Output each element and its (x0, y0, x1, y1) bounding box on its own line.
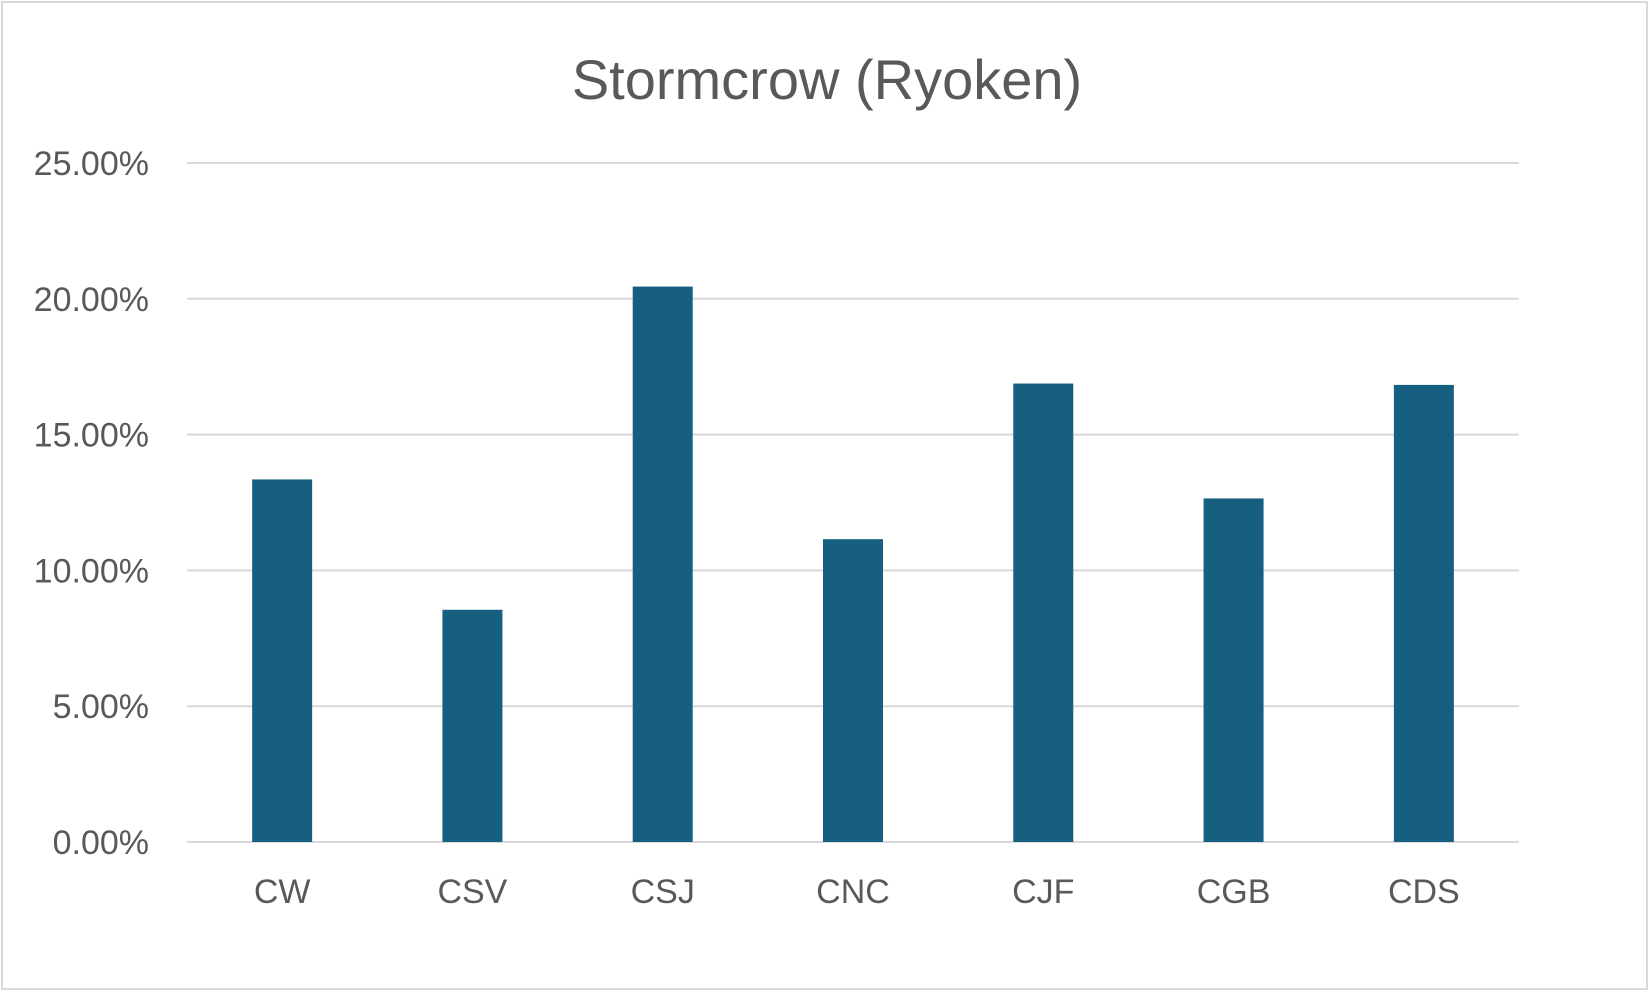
bar-csv (442, 609, 503, 842)
x-tick-label-cgb: CGB (1197, 873, 1271, 911)
y-tick-label: 0.00% (53, 824, 149, 862)
bar-cgb (1203, 498, 1264, 842)
chart-title: Stormcrow (Ryoken) (572, 48, 1082, 111)
x-tick-label-cds: CDS (1388, 873, 1460, 911)
bars (252, 286, 1454, 842)
bar-cjf (1013, 383, 1074, 842)
bar-cnc (823, 539, 883, 842)
y-axis-tick-labels: 0.00% 5.00% 10.00% 15.00% 20.00% 25.00% (34, 145, 149, 862)
bar-cw (252, 479, 313, 842)
x-tick-label-cnc: CNC (816, 873, 890, 911)
bar-chart: Stormcrow (Ryoken) 0.00% 5.00% 10.00% 15.00… (34, 48, 1519, 911)
bar-cds (1393, 384, 1454, 842)
x-axis-tick-labels: CW CSV CSJ CNC CJF CGB CDS (254, 873, 1460, 911)
y-tick-label: 15.00% (34, 417, 149, 455)
bar-csj (632, 286, 693, 842)
x-tick-label-csj: CSJ (631, 873, 695, 911)
y-tick-label: 5.00% (53, 688, 149, 726)
x-tick-label-cw: CW (254, 873, 311, 911)
y-tick-label: 20.00% (34, 281, 149, 319)
y-tick-label: 25.00% (34, 145, 149, 183)
x-tick-label-cjf: CJF (1012, 873, 1074, 911)
x-tick-label-csv: CSV (437, 873, 507, 911)
y-tick-label: 10.00% (34, 552, 149, 590)
